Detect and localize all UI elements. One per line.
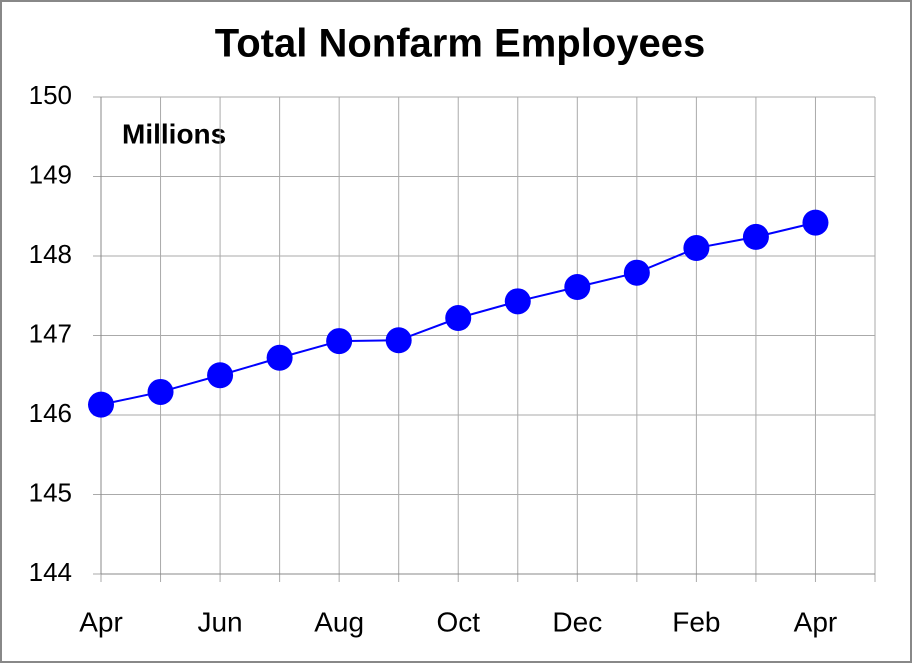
x-tick-label: Jun	[197, 606, 242, 637]
x-tick-label: Aug	[314, 606, 364, 637]
x-tick-label: Oct	[436, 606, 480, 637]
x-tick-label: Apr	[794, 606, 838, 637]
point	[445, 305, 472, 332]
annotation: Millions	[122, 118, 226, 149]
x-tick-label: Feb	[672, 606, 720, 637]
point	[88, 391, 114, 418]
y-tick-label: 150	[29, 80, 72, 110]
y-tick-label: 146	[29, 398, 72, 428]
point	[207, 362, 234, 389]
point	[623, 259, 650, 286]
chart-title: Total Nonfarm Employees	[215, 22, 705, 66]
y-tick-label: 148	[29, 239, 72, 269]
point	[385, 327, 412, 354]
point	[683, 235, 710, 262]
point	[147, 378, 174, 405]
y-tick-label: 144	[29, 557, 72, 587]
x-tick-label: Dec	[552, 606, 602, 637]
point	[802, 209, 829, 236]
point	[266, 344, 293, 371]
y-tick-label: 145	[29, 477, 72, 507]
x-tick-label: Apr	[79, 606, 123, 637]
y-tick-label: 147	[29, 318, 72, 348]
point	[564, 274, 591, 301]
y-tick-label: 149	[29, 159, 72, 189]
point	[504, 288, 531, 315]
point	[326, 328, 353, 355]
point	[742, 223, 769, 250]
